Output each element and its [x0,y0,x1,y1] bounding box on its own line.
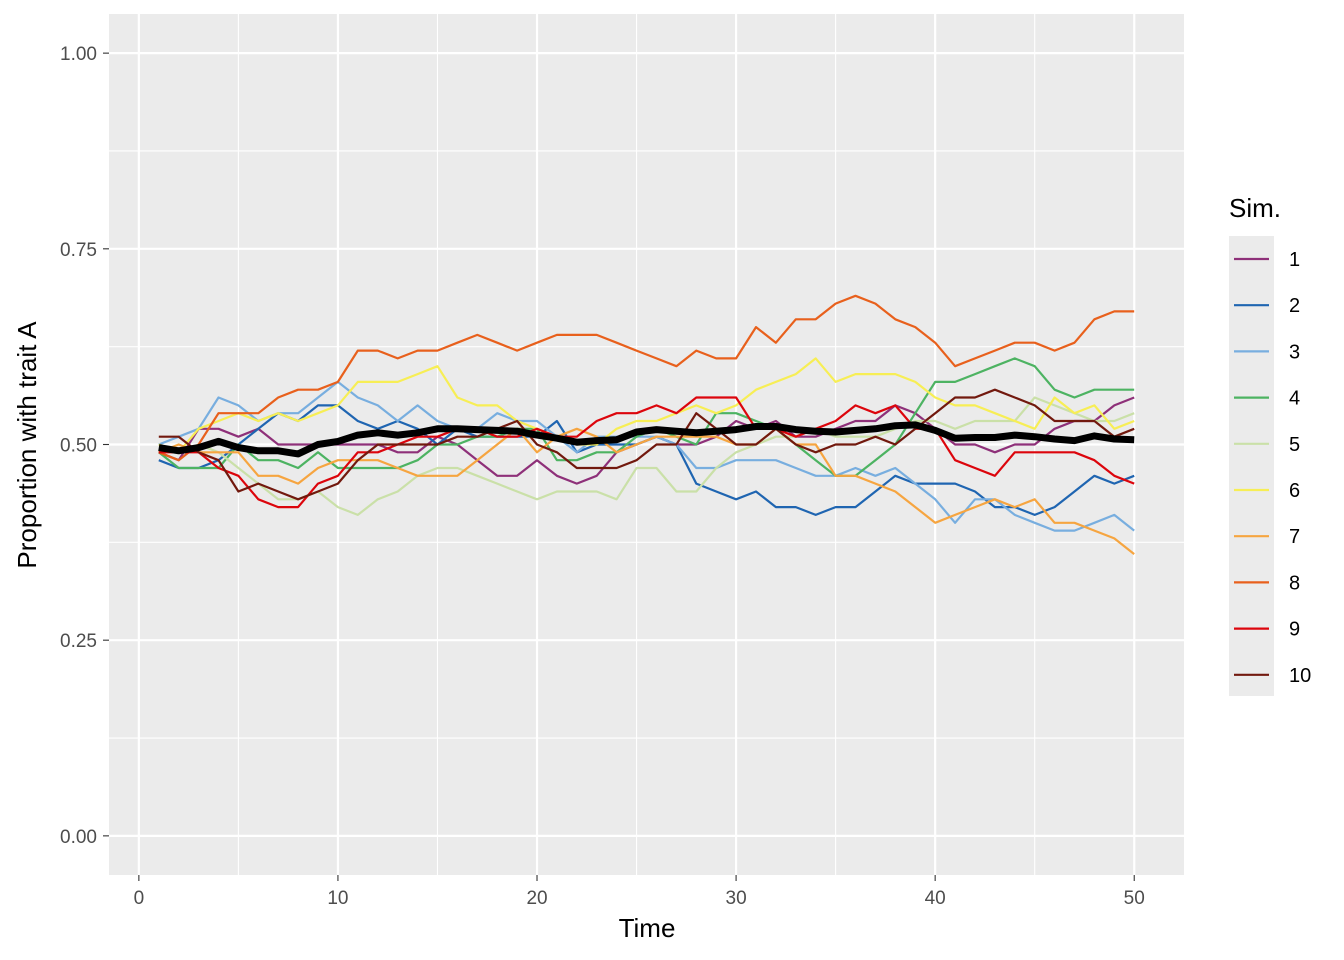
x-axis-title: Time [619,913,676,943]
x-tick-label: 30 [726,888,747,909]
mean-line [158,421,1135,458]
y-axis: 0.00 0.25 0.50 0.75 1.00 [60,44,109,848]
legend-label-7: 7 [1289,526,1300,548]
series-line-9 [158,396,1135,509]
x-tick-label: 50 [1124,888,1145,909]
y-tick-label: 1.00 [60,44,97,65]
series-line-3 [158,380,1135,532]
mean-line-group [158,421,1135,458]
series-line-5 [158,396,1135,517]
legend-key-background [1229,236,1274,696]
y-tick-label: 0.50 [60,436,97,457]
legend-label-8: 8 [1289,572,1300,594]
series-line-7 [158,427,1135,555]
y-axis-title: Proportion with trait A [12,321,42,569]
y-tick-label: 0.00 [60,827,97,848]
x-axis: 0 10 20 30 40 50 [134,875,1145,909]
legend-label-1: 1 [1289,249,1300,271]
legend-items: 1 2 3 4 5 6 7 8 9 10 [1234,249,1311,687]
series-line-10 [158,388,1135,501]
legend-label-9: 9 [1289,619,1300,641]
legend-label-6: 6 [1289,480,1300,502]
series-line-6 [158,357,1135,454]
legend: Sim. 1 2 3 4 5 6 7 8 9 10 [1229,193,1311,696]
x-tick-label: 10 [327,888,348,909]
legend-label-10: 10 [1289,665,1311,687]
y-tick-label: 0.75 [60,240,97,261]
legend-label-2: 2 [1289,295,1300,317]
legend-label-3: 3 [1289,341,1300,363]
y-tick-label: 0.25 [60,631,97,652]
x-tick-label: 0 [134,888,145,909]
x-tick-label: 20 [526,888,547,909]
x-tick-label: 40 [925,888,946,909]
legend-label-5: 5 [1289,434,1300,456]
legend-title: Sim. [1229,193,1281,223]
legend-label-4: 4 [1289,388,1300,410]
series-line-8 [158,294,1135,462]
